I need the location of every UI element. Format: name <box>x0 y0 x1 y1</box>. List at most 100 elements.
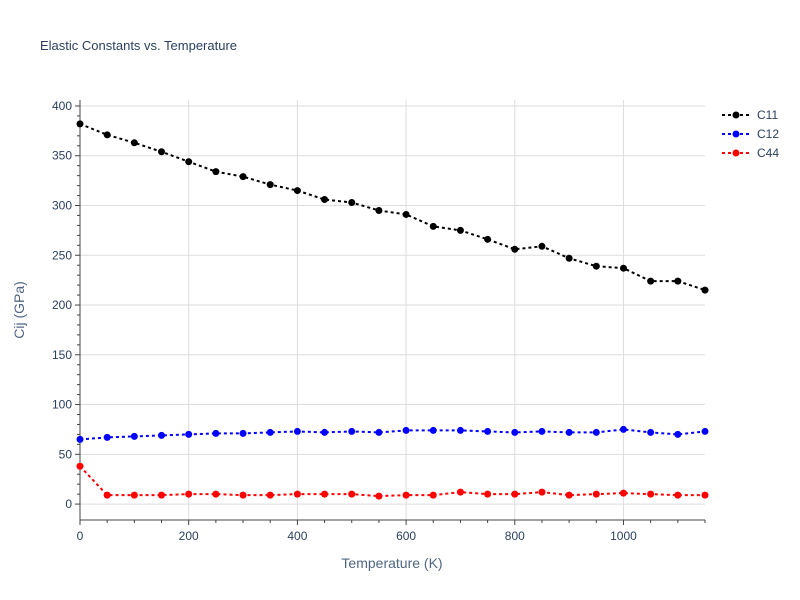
data-point-c44[interactable] <box>701 491 709 499</box>
data-point-c12[interactable] <box>158 431 166 439</box>
legend-item-c44[interactable]: C44 <box>722 146 779 160</box>
legend-marker <box>732 111 740 119</box>
data-point-c11[interactable] <box>375 206 383 214</box>
x-tick-label: 0 <box>77 529 84 543</box>
legend-marker <box>732 130 740 138</box>
data-point-c12[interactable] <box>484 427 492 435</box>
legend-marker <box>732 149 740 157</box>
y-axis-title: Cij (GPa) <box>11 281 27 339</box>
x-tick-label: 200 <box>179 529 199 543</box>
data-point-c11[interactable] <box>484 235 492 243</box>
data-point-c12[interactable] <box>647 428 655 436</box>
data-point-c11[interactable] <box>266 181 274 189</box>
data-point-c12[interactable] <box>185 430 193 438</box>
data-point-c44[interactable] <box>348 490 356 498</box>
data-point-c12[interactable] <box>130 432 138 440</box>
data-point-c12[interactable] <box>321 428 329 436</box>
data-point-c11[interactable] <box>701 286 709 294</box>
data-point-c12[interactable] <box>456 426 464 434</box>
data-point-c11[interactable] <box>511 245 519 253</box>
data-point-c11[interactable] <box>76 120 84 128</box>
data-point-c44[interactable] <box>239 491 247 499</box>
data-point-c11[interactable] <box>348 199 356 207</box>
y-tick-labels: 0 50 100 150 200 250 300 350 400 <box>52 99 72 511</box>
x-tick-labels: 0 200 400 600 800 1000 <box>77 529 637 543</box>
data-point-c44[interactable] <box>674 491 682 499</box>
data-point-c12[interactable] <box>402 426 410 434</box>
data-point-c44[interactable] <box>76 462 84 470</box>
data-point-c44[interactable] <box>321 490 329 498</box>
data-point-c44[interactable] <box>130 491 138 499</box>
data-point-c44[interactable] <box>103 491 111 499</box>
data-point-c44[interactable] <box>158 491 166 499</box>
data-point-c44[interactable] <box>565 491 573 499</box>
data-point-c44[interactable] <box>484 490 492 498</box>
data-point-c12[interactable] <box>103 433 111 441</box>
data-point-c11[interactable] <box>429 222 437 230</box>
data-point-c11[interactable] <box>130 139 138 147</box>
legend-label: C11 <box>757 108 778 122</box>
data-point-c12[interactable] <box>565 428 573 436</box>
series-c11 <box>76 120 709 294</box>
chart-title: Elastic Constants vs. Temperature <box>40 38 237 53</box>
data-point-c44[interactable] <box>511 490 519 498</box>
series-line-c11 <box>79 122 706 292</box>
data-point-c44[interactable] <box>538 488 546 496</box>
y-tick-label: 150 <box>52 348 72 362</box>
data-point-c12[interactable] <box>511 428 519 436</box>
data-point-c44[interactable] <box>429 491 437 499</box>
data-point-c11[interactable] <box>538 242 546 250</box>
data-point-c11[interactable] <box>321 196 329 204</box>
data-point-c12[interactable] <box>239 429 247 437</box>
data-point-c12[interactable] <box>674 430 682 438</box>
data-point-c12[interactable] <box>293 427 301 435</box>
data-point-c12[interactable] <box>76 435 84 443</box>
data-point-c11[interactable] <box>456 226 464 234</box>
data-point-c12[interactable] <box>429 426 437 434</box>
data-point-c44[interactable] <box>647 490 655 498</box>
data-point-c12[interactable] <box>266 428 274 436</box>
data-point-c11[interactable] <box>619 264 627 272</box>
legend[interactable]: C11 C12 C44 <box>722 108 779 160</box>
x-tick-label: 800 <box>505 529 525 543</box>
y-tick-label: 250 <box>52 248 72 262</box>
data-point-c12[interactable] <box>592 428 600 436</box>
data-point-c44[interactable] <box>402 491 410 499</box>
data-point-c11[interactable] <box>647 277 655 285</box>
y-tick-label: 100 <box>52 398 72 412</box>
data-point-c44[interactable] <box>592 490 600 498</box>
x-tick-label: 1000 <box>610 529 637 543</box>
x-axis-title: Temperature (K) <box>341 555 442 571</box>
data-point-c12[interactable] <box>212 429 220 437</box>
legend-item-c12[interactable]: C12 <box>722 127 779 141</box>
data-point-c11[interactable] <box>293 187 301 195</box>
data-point-c11[interactable] <box>402 210 410 218</box>
data-point-c12[interactable] <box>701 427 709 435</box>
grid <box>79 100 705 520</box>
data-point-c11[interactable] <box>565 254 573 262</box>
data-point-c11[interactable] <box>592 262 600 270</box>
data-point-c12[interactable] <box>375 428 383 436</box>
data-point-c44[interactable] <box>375 492 383 500</box>
legend-item-c11[interactable]: C11 <box>722 108 778 122</box>
series-line-c44 <box>79 465 705 498</box>
data-point-c44[interactable] <box>266 491 274 499</box>
axes <box>75 100 706 525</box>
data-point-c44[interactable] <box>185 490 193 498</box>
y-tick-label: 350 <box>52 149 72 163</box>
data-point-c12[interactable] <box>538 427 546 435</box>
data-point-c11[interactable] <box>158 148 166 156</box>
data-point-c44[interactable] <box>619 489 627 497</box>
data-point-c44[interactable] <box>293 490 301 498</box>
data-point-c11[interactable] <box>185 158 193 166</box>
data-point-c12[interactable] <box>348 427 356 435</box>
data-point-c44[interactable] <box>456 488 464 496</box>
data-point-c44[interactable] <box>212 490 220 498</box>
data-point-c11[interactable] <box>103 131 111 139</box>
data-point-c12[interactable] <box>619 425 627 433</box>
data-point-c11[interactable] <box>674 277 682 285</box>
series-c12 <box>76 425 709 443</box>
data-point-c11[interactable] <box>212 168 220 176</box>
data-point-c11[interactable] <box>239 173 247 181</box>
